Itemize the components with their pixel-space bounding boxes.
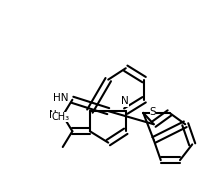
Text: S: S bbox=[150, 107, 156, 117]
Text: HN: HN bbox=[53, 93, 69, 103]
Text: N: N bbox=[49, 110, 57, 121]
Text: N: N bbox=[121, 96, 129, 107]
Text: CH₃: CH₃ bbox=[51, 112, 69, 122]
